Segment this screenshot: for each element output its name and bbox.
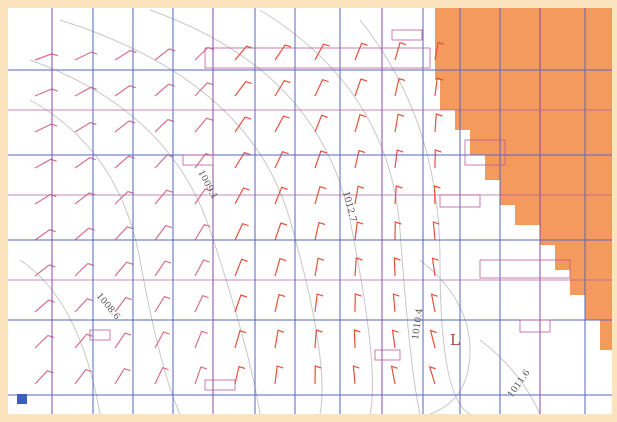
weather-map: 1009.1 1012.7 1008.6 1010.4 1011.6 L: [0, 0, 617, 422]
low-pressure-label: L: [450, 331, 460, 349]
corner-marker: [17, 394, 27, 404]
